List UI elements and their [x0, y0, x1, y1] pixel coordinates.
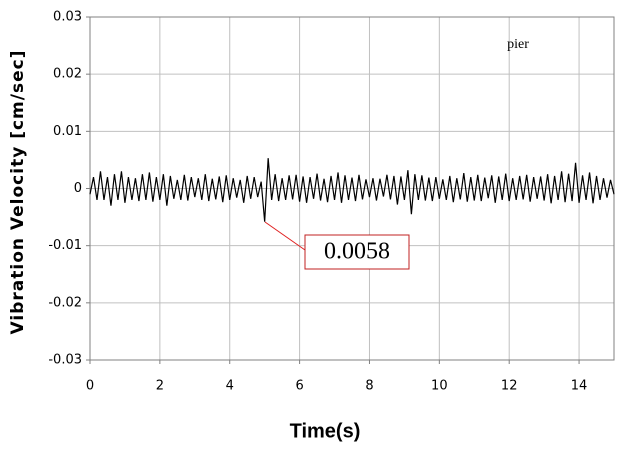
x-tick-label: 12	[501, 379, 518, 394]
x-tick-label: 14	[571, 379, 588, 394]
x-tick-label: 10	[431, 379, 448, 394]
x-tick-label: 4	[226, 379, 234, 394]
x-tick-label: 6	[295, 379, 303, 394]
y-axis-label: Vibration Velocity [cm/sec]	[8, 50, 28, 335]
y-tick-label: -0.03	[48, 353, 82, 368]
x-tick-label: 8	[365, 379, 373, 394]
leader-line	[264, 221, 306, 251]
y-tick-label: -0.01	[48, 238, 82, 253]
signal-line	[89, 158, 615, 222]
y-tick-label: -0.02	[48, 295, 82, 310]
y-tick-label: 0	[74, 181, 82, 196]
x-tick-label: 0	[86, 379, 94, 394]
annotation-box	[304, 234, 410, 270]
y-tick-label: 0.02	[53, 67, 82, 82]
x-axis-label: Time(s)	[290, 420, 361, 442]
x-tick-label: 2	[156, 379, 164, 394]
annotation: 0.0058	[324, 239, 390, 265]
annotation: pier	[507, 37, 529, 52]
y-tick-label: 0.03	[53, 10, 82, 25]
y-tick-label: 0.01	[53, 124, 82, 139]
